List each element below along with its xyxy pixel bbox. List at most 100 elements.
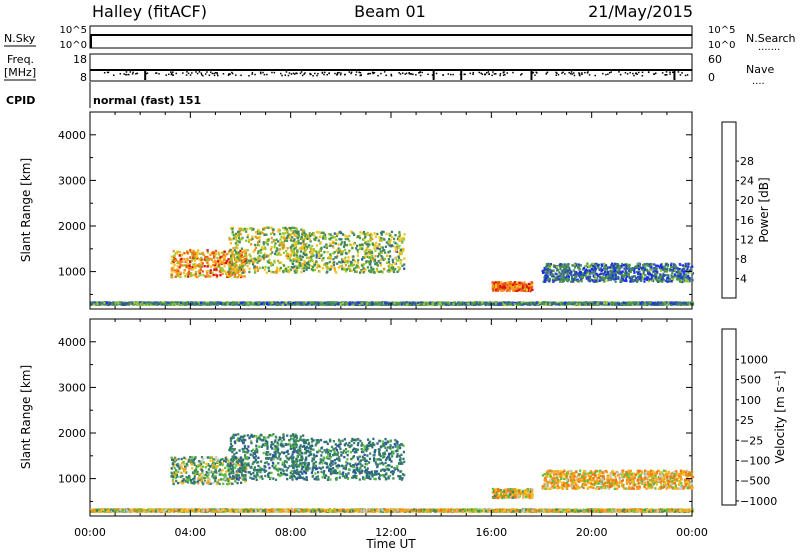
data-cell xyxy=(363,232,366,236)
data-cell xyxy=(356,254,359,257)
data-cell xyxy=(178,275,181,278)
data-cell xyxy=(178,271,182,274)
data-cell xyxy=(188,264,191,268)
data-cell xyxy=(224,254,227,257)
data-cell xyxy=(500,303,503,306)
nave-dot xyxy=(464,73,466,76)
data-cell xyxy=(621,302,624,305)
data-cell xyxy=(239,249,242,253)
data-cell xyxy=(637,302,640,305)
data-cell xyxy=(225,259,228,263)
data-cell xyxy=(257,256,260,259)
data-cell xyxy=(403,257,406,260)
data-cell xyxy=(294,241,297,244)
data-cell xyxy=(194,266,197,270)
data-cell xyxy=(370,266,373,269)
data-cell xyxy=(365,240,368,244)
data-cell xyxy=(174,275,177,278)
data-cell xyxy=(195,272,198,276)
data-cell xyxy=(332,258,335,261)
data-cell xyxy=(293,247,296,250)
data-cell xyxy=(252,227,255,231)
data-cell xyxy=(213,256,216,259)
nave-dot xyxy=(557,73,560,76)
nave-dot xyxy=(681,72,683,74)
data-cell xyxy=(509,284,512,287)
nave-dot xyxy=(326,74,328,76)
data-cell xyxy=(315,256,318,259)
data-cell xyxy=(340,250,343,254)
data-cell xyxy=(309,251,312,255)
data-cell xyxy=(227,303,230,306)
nave-dot xyxy=(653,73,655,75)
data-cell xyxy=(353,267,356,270)
nsearch-legend-key: ....... xyxy=(758,42,780,53)
data-cell xyxy=(312,249,315,253)
data-cell xyxy=(329,257,332,261)
data-cell xyxy=(642,303,645,306)
data-cell xyxy=(231,273,234,276)
data-cell xyxy=(311,250,314,254)
data-cell xyxy=(243,275,246,278)
data-cell xyxy=(310,233,313,236)
data-cell xyxy=(276,301,279,304)
station-title: Halley (fitACF) xyxy=(92,2,207,21)
data-cell xyxy=(239,264,243,267)
data-cell xyxy=(243,260,246,263)
nsky-frame xyxy=(89,25,693,49)
data-cell xyxy=(235,258,239,262)
data-cell xyxy=(390,230,393,234)
data-cell xyxy=(376,245,379,248)
data-cell xyxy=(329,244,332,247)
data-cell xyxy=(308,256,311,259)
nave-dot xyxy=(339,73,342,76)
data-cell xyxy=(341,264,344,268)
data-cell xyxy=(295,254,298,257)
data-cell xyxy=(505,289,508,292)
data-cell xyxy=(560,302,563,305)
data-cell xyxy=(362,256,365,259)
nave-dot xyxy=(402,72,404,74)
data-cell xyxy=(380,245,383,249)
data-cell xyxy=(270,232,273,236)
data-cell xyxy=(381,258,384,261)
data-cell xyxy=(385,232,388,235)
data-cell xyxy=(366,266,369,269)
data-cell xyxy=(280,243,283,247)
data-cell xyxy=(287,271,290,274)
data-cell xyxy=(278,269,281,272)
data-cell xyxy=(209,253,212,256)
nave-dot xyxy=(492,71,494,73)
nave-dot xyxy=(213,74,216,77)
data-cell xyxy=(293,244,297,248)
data-cell xyxy=(323,245,326,249)
data-cell xyxy=(394,241,397,245)
data-cell xyxy=(261,266,264,269)
data-cell xyxy=(312,232,315,235)
data-cell xyxy=(360,268,363,272)
data-cell xyxy=(292,259,295,262)
data-cell xyxy=(368,270,372,273)
data-cell xyxy=(387,251,390,254)
data-cell xyxy=(504,286,507,289)
data-cell xyxy=(183,269,186,272)
data-cell xyxy=(298,241,301,245)
data-cell xyxy=(312,254,315,257)
data-cell xyxy=(457,301,460,304)
data-cell xyxy=(286,257,289,260)
data-cell xyxy=(270,263,273,266)
data-cell xyxy=(245,255,248,258)
data-cell xyxy=(279,261,283,264)
data-cell xyxy=(304,261,307,264)
data-cell xyxy=(295,260,298,263)
data-cell xyxy=(396,246,399,249)
nave-dot xyxy=(564,73,566,75)
data-cell xyxy=(191,251,195,254)
nave-dot xyxy=(488,73,490,75)
data-cell xyxy=(592,303,596,306)
data-cell xyxy=(242,271,245,274)
nave-dot xyxy=(390,75,393,77)
data-cell xyxy=(310,265,313,268)
data-cell xyxy=(261,231,264,235)
data-cell xyxy=(552,301,555,304)
